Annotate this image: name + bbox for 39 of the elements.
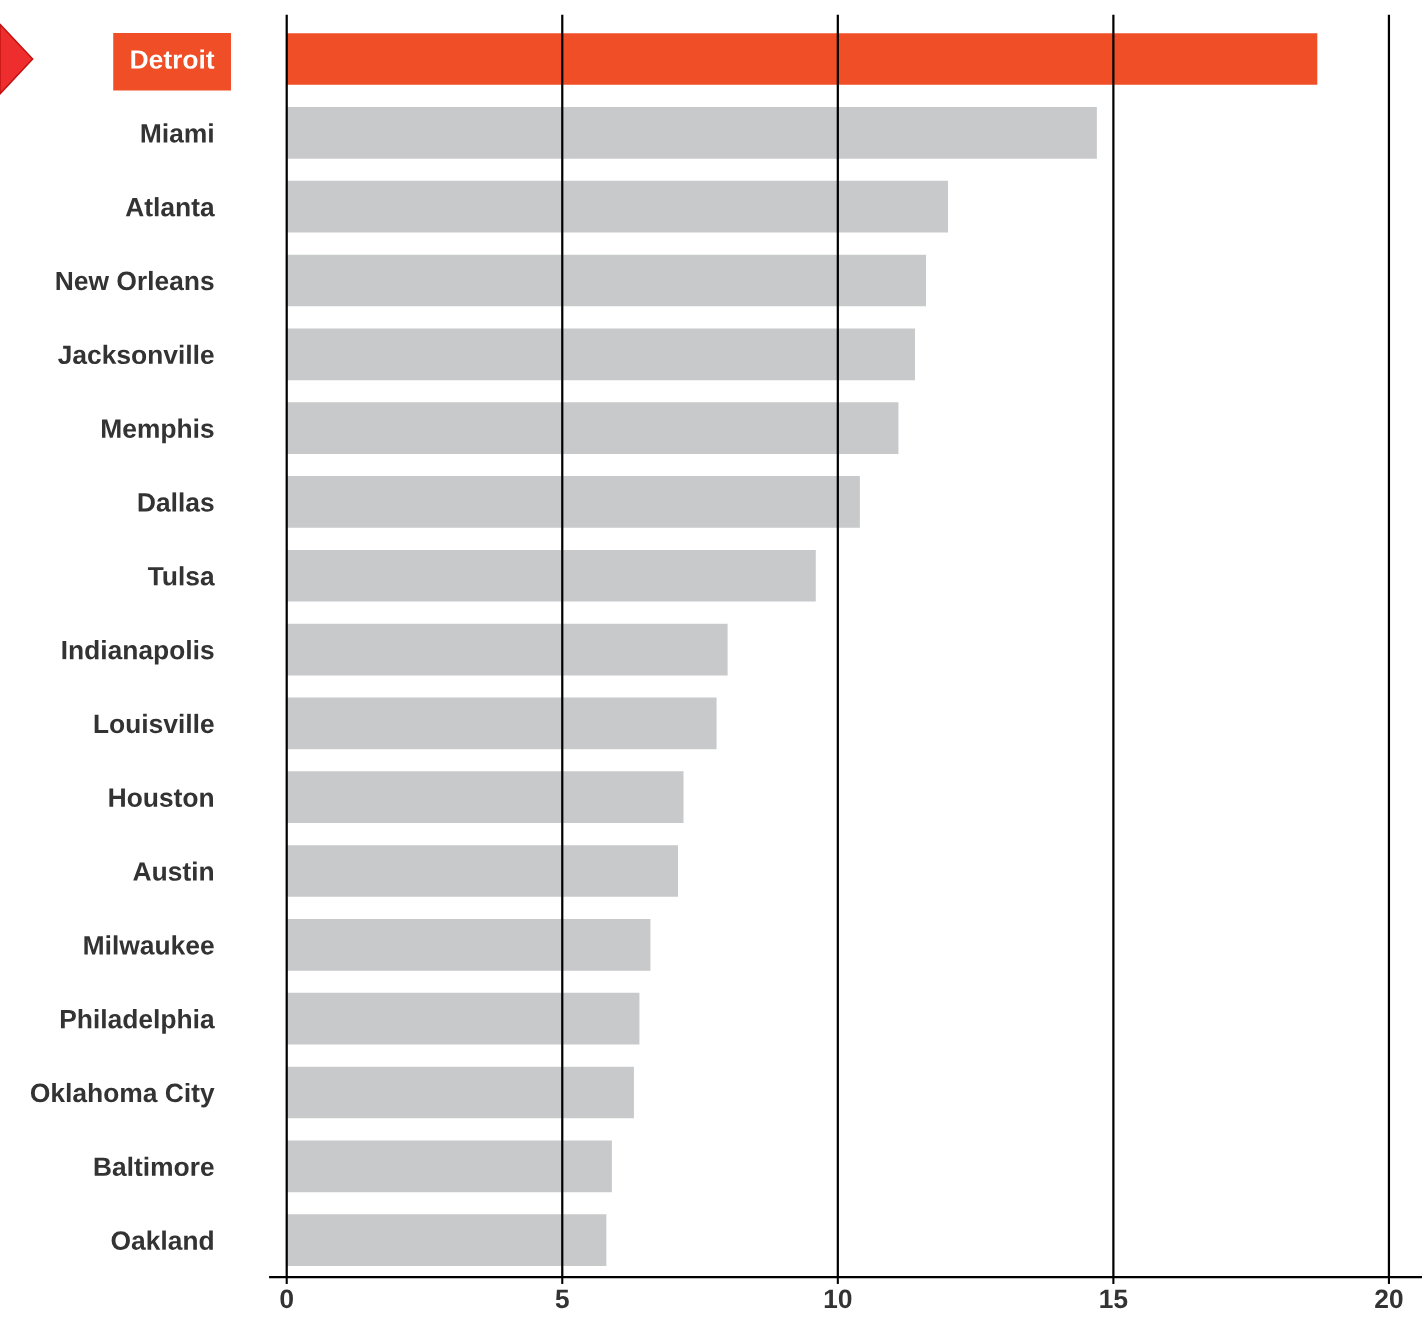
y-tick-label: Philadelphia [60, 1009, 215, 1034]
bar [286, 771, 684, 824]
bar [286, 992, 640, 1045]
bar [286, 919, 651, 971]
bar [286, 328, 915, 381]
y-tick-label: Milwaukee [84, 935, 214, 955]
y-tick-label: Miami [141, 123, 213, 143]
bar [286, 180, 949, 233]
bar [286, 549, 816, 602]
x-tick-label: 20 [1375, 1289, 1403, 1309]
y-tick-label: Dallas [138, 492, 214, 512]
x-tick-label: 0 [280, 1289, 293, 1309]
bar [286, 476, 860, 528]
bar [286, 697, 717, 750]
bar [286, 402, 899, 454]
y-tick-label: Atlanta [125, 197, 215, 217]
y-tick-label: Detroit [131, 49, 215, 69]
y-tick-label: Oakland [111, 1230, 213, 1250]
bar [286, 33, 1318, 85]
y-tick-label: Louisville [94, 713, 214, 734]
bar [286, 254, 926, 307]
bar [286, 1140, 612, 1193]
y-tick-label: Tulsa [147, 566, 215, 586]
bar [286, 107, 1097, 159]
bar [286, 845, 678, 897]
x-tick-label: 5 [555, 1289, 569, 1309]
bar [286, 623, 728, 676]
y-tick-label: Indianapolis [62, 640, 214, 665]
y-tick-label: Jacksonville [58, 344, 214, 365]
y-tick-label: Austin [133, 861, 213, 881]
y-tick-label: Houston [109, 788, 213, 808]
bar [286, 1214, 607, 1266]
bar [286, 1066, 634, 1119]
y-tick-label: Baltimore [94, 1156, 214, 1177]
x-tick-label: 10 [824, 1289, 852, 1309]
x-tick-label: 15 [1100, 1289, 1128, 1309]
y-tick-label: Oklahoma City [30, 1082, 215, 1108]
y-tick-label: Memphis [102, 418, 214, 444]
y-tick-label: New Orleans [56, 270, 214, 291]
